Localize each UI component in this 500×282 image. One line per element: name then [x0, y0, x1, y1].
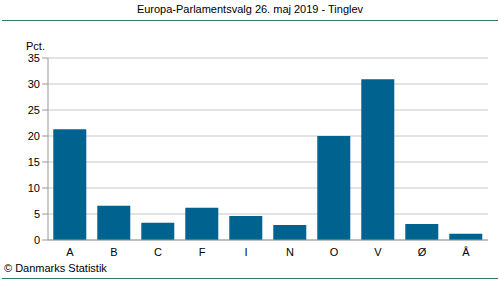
html-text:Pct.: Pct.	[26, 40, 45, 52]
svg-text:25: 25	[28, 104, 40, 116]
svg-text:Å: Å	[462, 246, 470, 258]
svg-text:C: C	[154, 246, 162, 258]
svg-text:15: 15	[28, 156, 40, 168]
svg-text:I: I	[244, 246, 247, 258]
svg-text:5: 5	[34, 208, 40, 220]
svg-text:N: N	[286, 246, 294, 258]
svg-text:B: B	[110, 246, 117, 258]
svg-text:20: 20	[28, 130, 40, 142]
svg-text:30: 30	[28, 78, 40, 90]
html-text:Europa-Parlamentsvalg 26. maj: Europa-Parlamentsvalg 26. maj 2019 - Tin…	[136, 3, 364, 15]
svg-text:Ø: Ø	[418, 246, 427, 258]
svg-text:A: A	[66, 246, 74, 258]
svg-text:10: 10	[28, 182, 40, 194]
svg-text:O: O	[330, 246, 339, 258]
svg-text:35: 35	[28, 52, 40, 64]
svg-text:0: 0	[34, 234, 40, 246]
svg-text:V: V	[374, 246, 382, 258]
svg-text:F: F	[199, 246, 206, 258]
html-text:© Danmarks Statistik: © Danmarks Statistik	[4, 262, 107, 274]
